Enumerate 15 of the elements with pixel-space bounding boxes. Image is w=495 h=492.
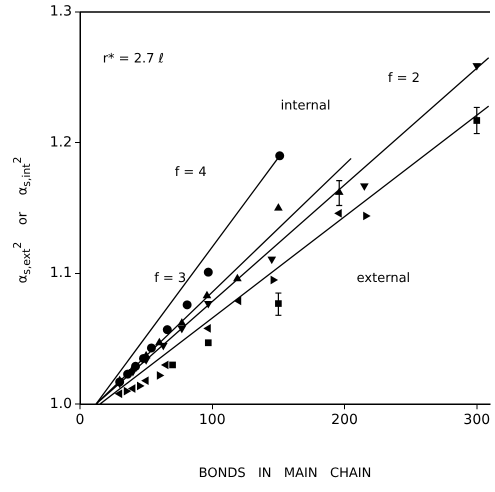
x-tick-label: 0: [76, 412, 84, 428]
annotation: external: [356, 271, 410, 286]
annotation: f = 4: [174, 165, 207, 180]
x-axis-title: BONDS IN MAIN CHAIN: [198, 466, 372, 481]
x-tick-label: 200: [331, 412, 358, 428]
x-tick-label: 100: [198, 412, 226, 428]
y-tick-label: 1.0: [50, 396, 72, 412]
y-tick-label: 1.2: [50, 134, 72, 150]
y-tick-label: 1.3: [50, 4, 72, 20]
annotation: internal: [280, 98, 330, 114]
x-tick-label: 300: [463, 412, 490, 428]
annotation: f = 2: [388, 71, 420, 86]
y-tick-label: 1.1: [50, 265, 72, 282]
annotation: f = 3: [154, 271, 186, 286]
annotation: r* = 2.7 ℓ: [102, 51, 164, 66]
